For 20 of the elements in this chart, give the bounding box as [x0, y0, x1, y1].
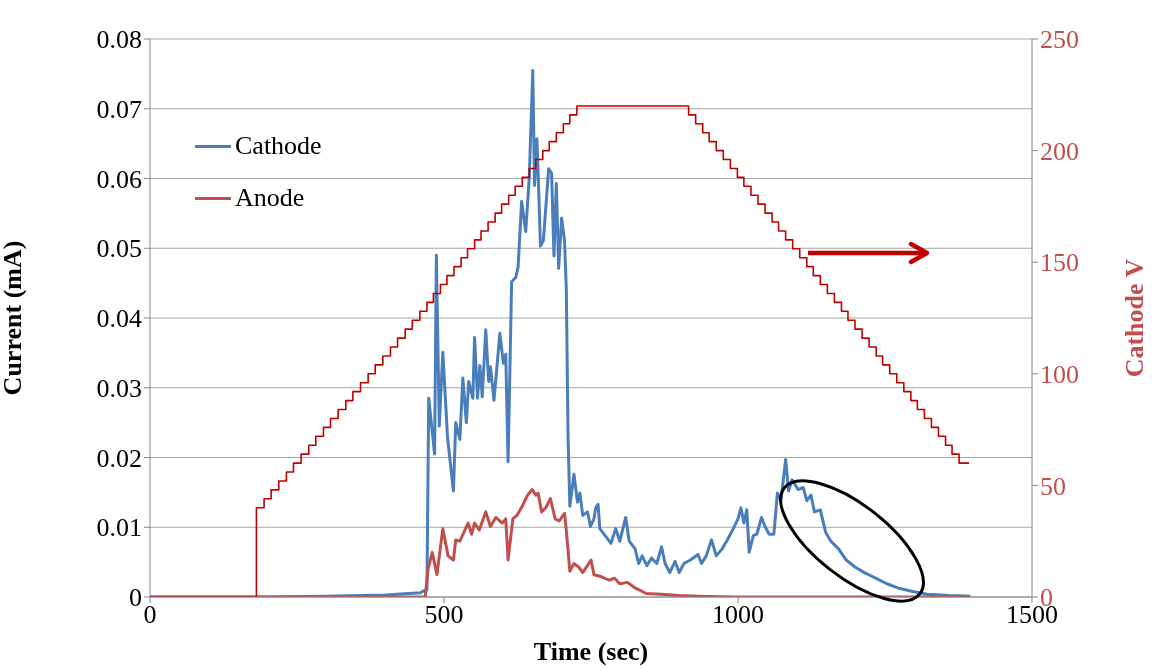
y2-tick-label: 100: [1040, 360, 1079, 390]
x-tick-label: 1000: [712, 600, 764, 630]
y2-axis-title: Cathode V: [1120, 258, 1149, 378]
y2-tick-label: 50: [1040, 471, 1066, 501]
y-axis-title: Current (mA): [0, 240, 28, 396]
x-axis-title: Time (sec): [533, 637, 649, 666]
x-tick-label: 500: [424, 600, 464, 630]
y2-tick-label: 200: [1040, 136, 1079, 166]
legend-label: Anode: [235, 183, 305, 213]
y-tick-label: 0.07: [96, 94, 142, 124]
y2-tick-label: 250: [1040, 25, 1079, 55]
y-tick-label: 0.05: [96, 234, 142, 264]
y-tick-label: 0.04: [96, 304, 142, 334]
legend-label: Cathode: [235, 131, 322, 161]
y2-tick-label: 150: [1040, 248, 1079, 278]
y-tick-label: 0.03: [96, 373, 142, 403]
y-tick-label: 0.06: [96, 164, 142, 194]
y-tick-label: 0.01: [96, 513, 142, 543]
y-tick-label: 0.08: [96, 25, 142, 55]
y-tick-label: 0.02: [96, 443, 142, 473]
